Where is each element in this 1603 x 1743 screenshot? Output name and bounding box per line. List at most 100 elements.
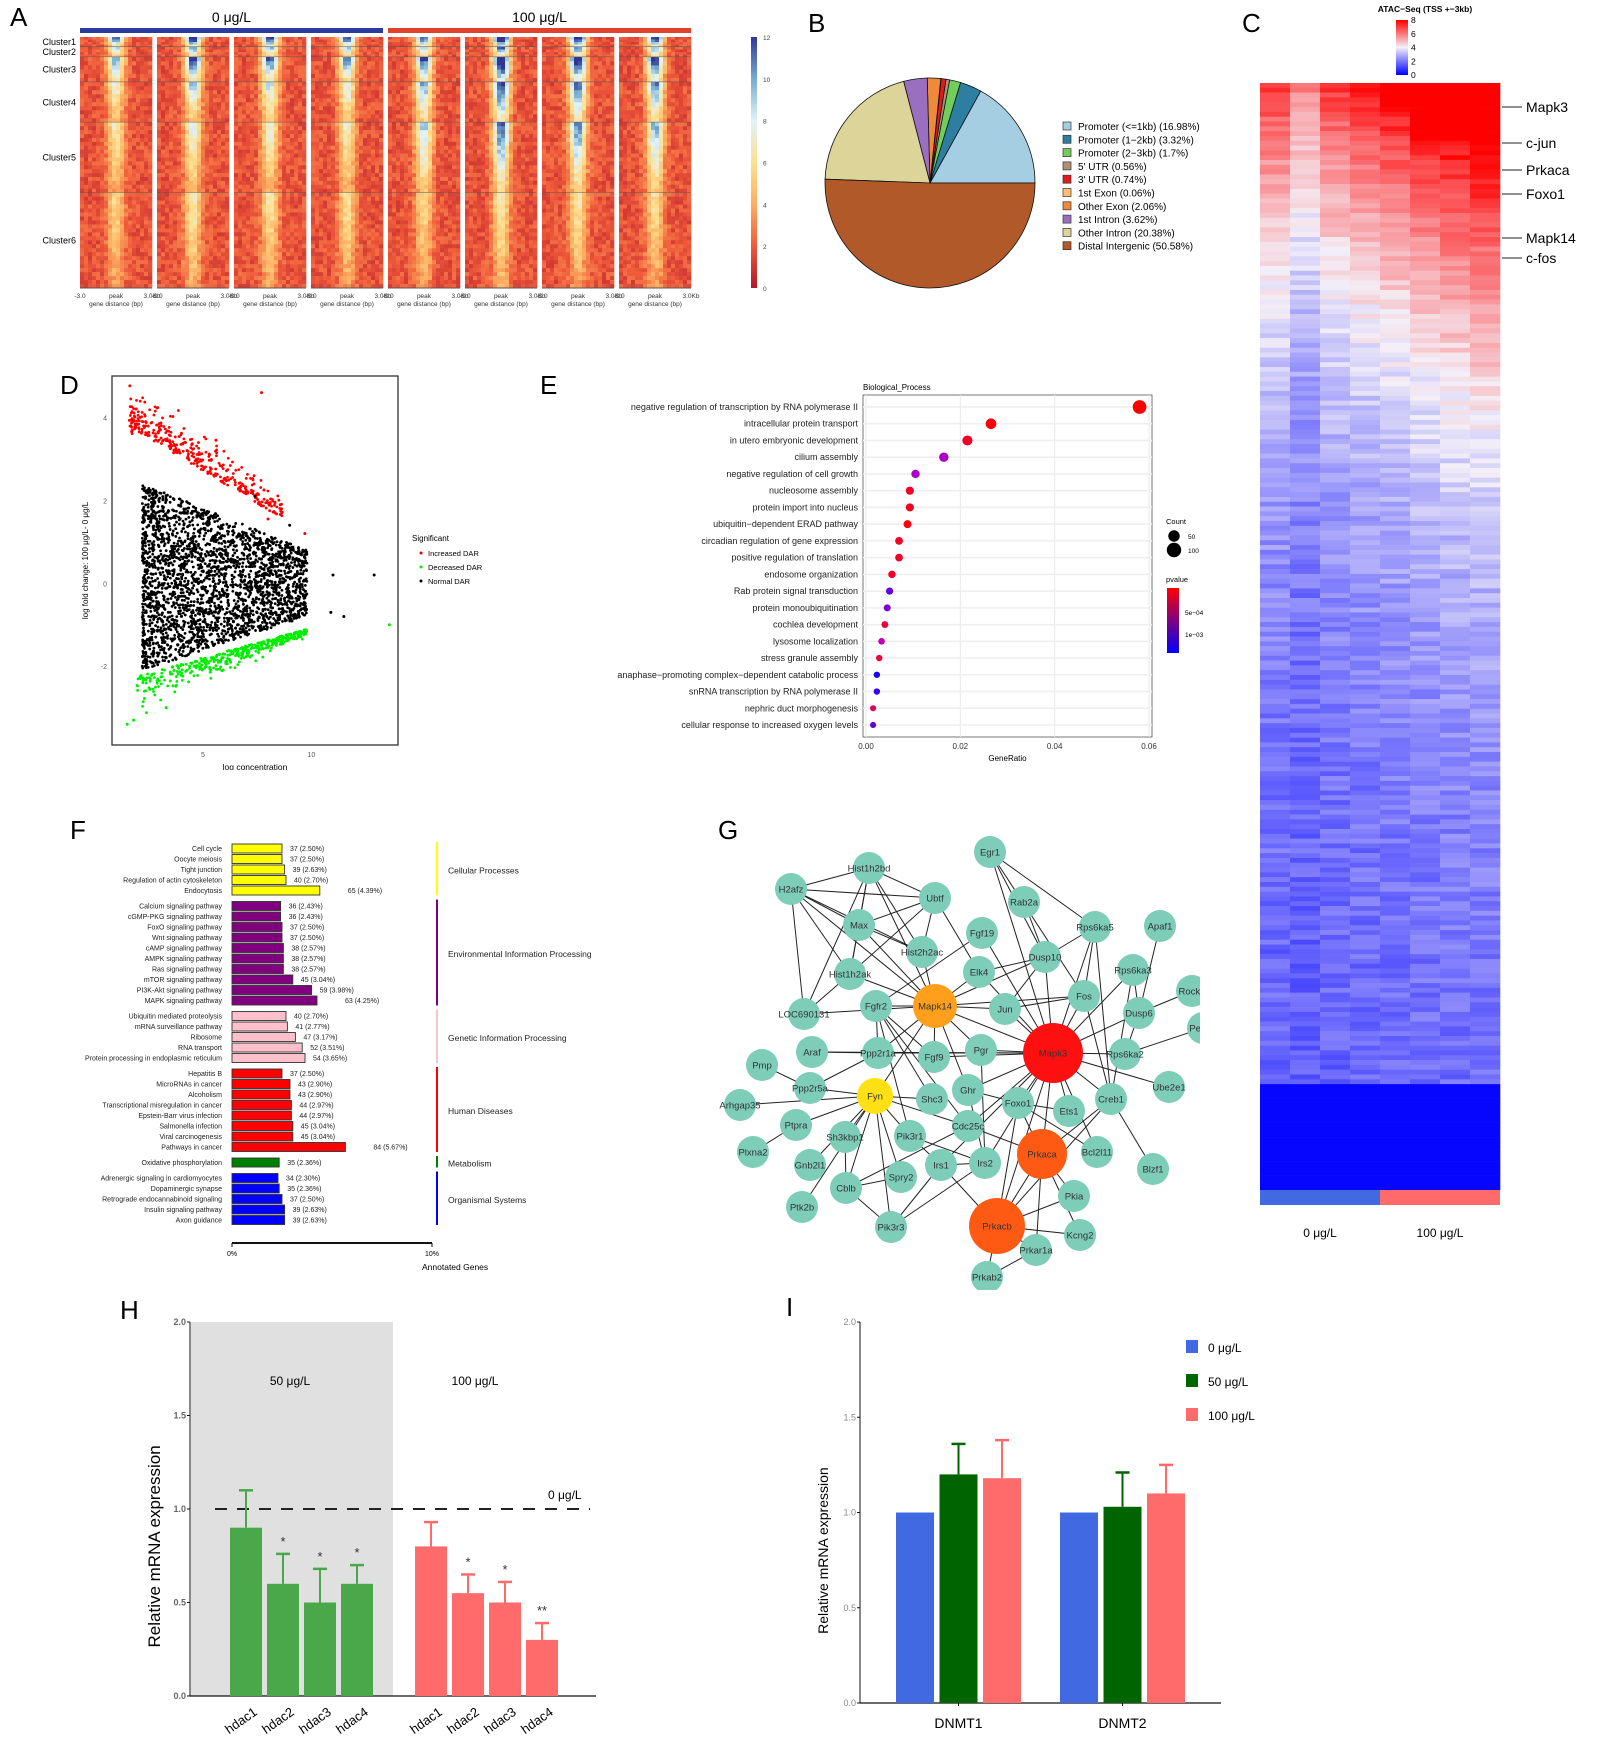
heatmap-cell <box>282 65 287 70</box>
heatmap-cell <box>201 260 206 265</box>
heatmap-cell <box>367 73 372 79</box>
heatmap-cell <box>120 94 125 99</box>
heatmap-cell <box>315 86 320 91</box>
heatmap-cell <box>157 153 162 158</box>
heatmap-cell <box>161 196 166 201</box>
heatmap-cell <box>286 69 291 75</box>
heatmap-cell <box>319 216 324 221</box>
heatmap-cell <box>104 122 109 127</box>
heatmap-cell <box>181 65 186 70</box>
heatmap-cell <box>343 272 348 277</box>
heatmap-cell <box>140 153 145 158</box>
heatmap-cell <box>238 86 243 91</box>
heatmap-cell <box>112 260 117 265</box>
heatmap-cell <box>331 212 336 217</box>
heatmap-cell <box>197 73 202 79</box>
heatmap-cell <box>132 137 137 143</box>
heatmap-cell <box>290 130 295 135</box>
heatmap-cell <box>169 224 174 229</box>
heatmap-cell <box>136 145 141 150</box>
heatmap-cell <box>100 77 105 83</box>
heatmap-cell <box>132 102 137 107</box>
heatmap-cell <box>282 69 287 75</box>
heatmap-cell <box>400 65 405 70</box>
heatmap-cell <box>375 169 380 174</box>
heatmap-cell <box>108 256 113 261</box>
heatmap-cell <box>100 184 105 190</box>
heatmap-cell <box>120 134 125 139</box>
heatmap-cell <box>262 196 267 201</box>
heatmap-cell <box>347 39 352 43</box>
heatmap-cell <box>250 232 255 237</box>
heatmap-cell <box>363 145 368 150</box>
heatmap-cell <box>100 114 105 119</box>
heatmap-cell <box>294 256 299 261</box>
heatmap-cell <box>193 126 198 131</box>
heatmap-cell <box>140 204 145 209</box>
heatmap-cell <box>302 54 307 58</box>
heatmap-cell <box>213 118 218 123</box>
heatmap-cell <box>96 90 101 95</box>
heatmap-cell <box>197 272 202 277</box>
heatmap-cell <box>343 52 348 55</box>
heatmap-cell <box>132 260 137 265</box>
heatmap-cell <box>371 232 376 237</box>
heatmap-cell <box>286 149 291 154</box>
heatmap-cell <box>177 161 182 166</box>
heatmap-cell <box>315 114 320 119</box>
heatmap-cell <box>104 276 109 281</box>
heatmap-cell <box>282 98 287 103</box>
heatmap-cell <box>246 200 251 205</box>
heatmap-cell <box>238 169 243 174</box>
heatmap-cell <box>327 130 332 135</box>
heatmap-cell <box>201 98 206 103</box>
heatmap-cell <box>351 153 356 158</box>
heatmap-cell <box>193 284 198 289</box>
heatmap-cell <box>375 208 380 213</box>
group-label: 0 μg/L <box>212 9 251 25</box>
heatmap-cell <box>148 98 153 103</box>
heatmap-cell <box>161 216 166 221</box>
heatmap-cell <box>388 44 393 48</box>
heatmap-cell <box>290 134 295 139</box>
heatmap-cell <box>294 39 299 43</box>
heatmap-cell <box>274 141 279 147</box>
heatmap-cell <box>148 44 153 48</box>
heatmap-cell <box>169 57 174 62</box>
heatmap-cell <box>262 188 267 193</box>
heatmap-cell <box>436 49 441 53</box>
heatmap-cell <box>258 224 263 229</box>
heatmap-cell <box>124 153 129 158</box>
heatmap-cell <box>270 200 275 205</box>
heatmap-cell <box>112 102 117 107</box>
heatmap-cell <box>96 236 101 241</box>
heatmap-cell <box>258 280 263 285</box>
heatmap-cell <box>217 149 222 154</box>
heatmap-cell <box>367 42 372 45</box>
heatmap-cell <box>104 77 109 83</box>
heatmap-cell <box>363 47 368 50</box>
heatmap-cell <box>452 44 457 48</box>
heatmap-cell <box>335 224 340 229</box>
heatmap-cell <box>294 122 299 127</box>
heatmap-cell <box>254 268 259 273</box>
heatmap-cell <box>400 44 405 48</box>
heatmap-cell <box>185 52 190 55</box>
heatmap-cell <box>108 228 113 233</box>
heatmap-cell <box>359 49 364 53</box>
heatmap-cell <box>262 272 267 277</box>
heatmap-cell <box>412 61 417 66</box>
heatmap-cell <box>428 42 433 45</box>
heatmap-cell <box>116 65 121 70</box>
heatmap-cell <box>331 54 336 58</box>
heatmap-cell <box>201 54 206 58</box>
heatmap-cell <box>250 134 255 139</box>
heatmap-cell <box>104 212 109 217</box>
heatmap-cell <box>197 284 202 289</box>
heatmap-cell <box>298 106 303 111</box>
heatmap-cell <box>262 47 267 50</box>
heatmap-cell <box>416 44 421 48</box>
heatmap-cell <box>181 248 186 253</box>
heatmap-cell <box>290 157 295 162</box>
heatmap-cell <box>359 110 364 115</box>
